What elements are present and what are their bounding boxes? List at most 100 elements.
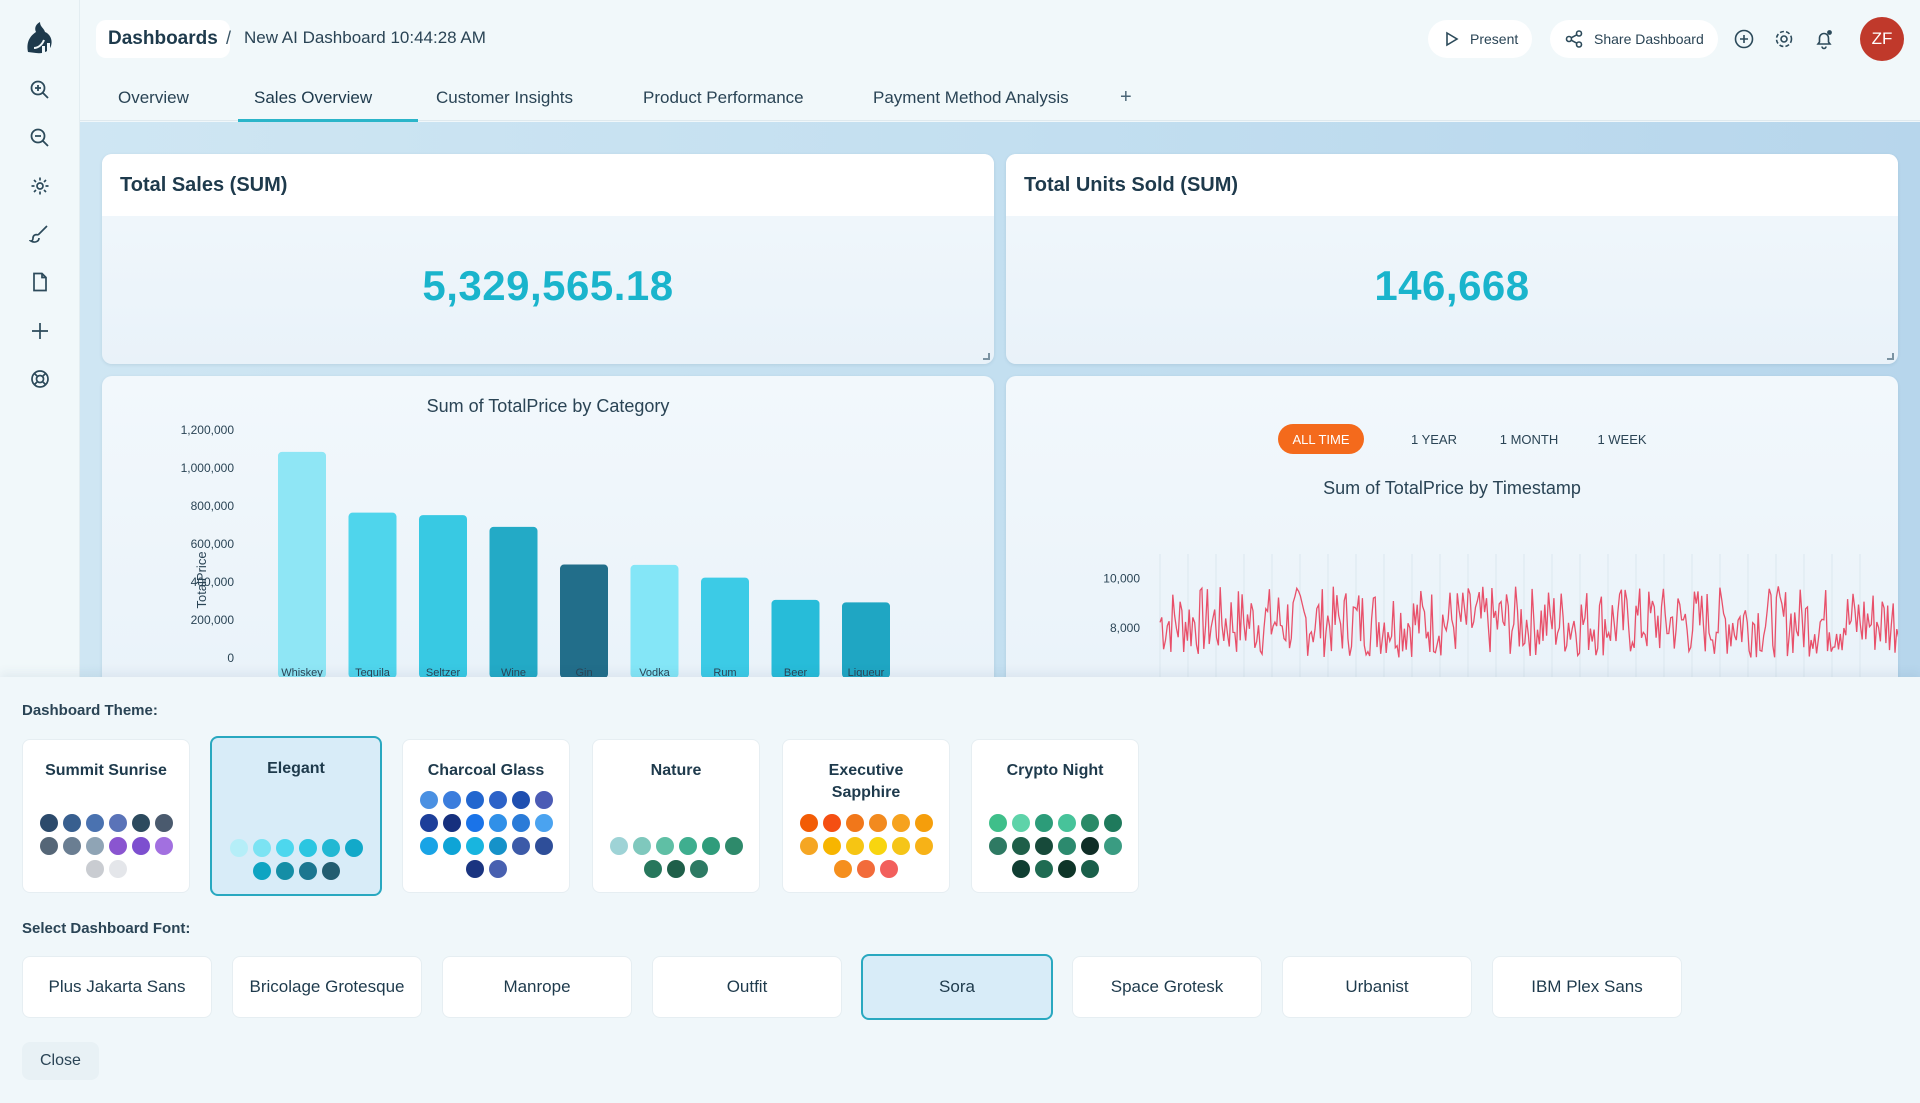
bar-liqueur[interactable] <box>842 602 890 677</box>
globe-icon[interactable] <box>26 365 54 393</box>
color-swatch <box>534 814 553 832</box>
color-swatch <box>108 837 127 855</box>
y-axis-label: TotalPrice <box>194 551 209 608</box>
theme-swatches <box>415 791 557 878</box>
bar-seltzer[interactable] <box>419 515 467 677</box>
category-chart-card[interactable]: Sum of TotalPrice by Category 0 200,000 40… <box>102 376 994 677</box>
resize-handle[interactable] <box>1887 353 1894 360</box>
play-icon <box>1446 31 1459 47</box>
color-swatch <box>799 837 818 855</box>
color-swatch <box>1011 814 1030 832</box>
tab-product-performance[interactable]: Product Performance <box>643 88 804 107</box>
settings-icon[interactable] <box>1770 25 1798 53</box>
color-swatch <box>857 860 875 878</box>
theme-name: Executive Sapphire <box>828 762 904 801</box>
color-swatch <box>321 839 340 857</box>
font-option[interactable]: Urbanist <box>1282 956 1472 1018</box>
resize-handle[interactable] <box>983 353 990 360</box>
color-swatch <box>845 837 864 855</box>
tab-sales-overview[interactable]: Sales Overview <box>237 88 419 122</box>
app-logo-icon[interactable] <box>20 18 60 60</box>
font-option[interactable]: Plus Jakarta Sans <box>22 956 212 1018</box>
theme-card[interactable]: Summit Sunrise <box>22 739 190 893</box>
theme-swatches <box>984 814 1126 878</box>
bar-wine[interactable] <box>489 526 538 677</box>
chart-title: Sum of TotalPrice by Timestamp <box>1323 478 1581 498</box>
plus-icon[interactable] <box>26 317 54 345</box>
theme-card[interactable]: Nature <box>592 739 760 893</box>
color-swatch <box>1034 814 1053 832</box>
color-swatch <box>534 837 553 855</box>
breadcrumb-dashboards[interactable]: Dashboards <box>96 20 230 58</box>
add-tab-button[interactable]: + <box>1120 86 1132 108</box>
tab-customer-insights[interactable]: Customer Insights <box>436 88 573 107</box>
color-swatch <box>511 814 530 832</box>
color-swatch <box>442 814 461 832</box>
color-swatch <box>252 862 271 880</box>
file-icon[interactable] <box>26 268 54 296</box>
theme-card[interactable]: Crypto Night <box>971 739 1139 893</box>
bell-icon[interactable] <box>1810 25 1838 53</box>
y-tick-label: 800,000 <box>191 499 235 513</box>
range-pill[interactable]: 1 WEEK <box>1597 431 1647 447</box>
color-swatch <box>442 791 461 809</box>
bar-tequila[interactable] <box>348 512 397 677</box>
color-swatch <box>914 814 933 832</box>
color-swatch <box>465 837 484 855</box>
theme-card[interactable]: Executive Sapphire <box>782 739 950 893</box>
bar-vodka[interactable] <box>630 564 679 677</box>
font-option[interactable]: Sora <box>861 954 1053 1020</box>
color-swatch <box>1080 860 1099 878</box>
bar-rum[interactable] <box>701 577 749 677</box>
color-swatch <box>131 837 150 855</box>
total-units-title: Total Units Sold (SUM) <box>1006 154 1898 216</box>
color-swatch <box>62 814 81 832</box>
y-tick-label: 600,000 <box>191 537 235 551</box>
bar-gin[interactable] <box>560 564 608 677</box>
x-tick-label: Gin <box>575 667 592 677</box>
range-pill[interactable]: 1 MONTH <box>1499 431 1559 447</box>
color-swatch <box>1034 860 1053 878</box>
total-units-card[interactable]: Total Units Sold (SUM) 146,668 <box>1006 154 1898 364</box>
tab-overview[interactable]: Overview <box>118 88 189 107</box>
font-option[interactable]: Space Grotesk <box>1072 956 1262 1018</box>
tab-payment-method-analysis[interactable]: Payment Method Analysis <box>873 88 1069 107</box>
zoom-in-icon[interactable] <box>26 76 54 104</box>
brush-icon[interactable] <box>26 220 54 248</box>
font-option[interactable]: Bricolage Grotesque <box>232 956 422 1018</box>
theme-name: Elegant <box>267 760 325 777</box>
bar-whiskey[interactable] <box>278 451 326 677</box>
color-swatch <box>85 814 104 832</box>
add-circle-icon[interactable] <box>1730 25 1758 53</box>
theme-card[interactable]: Charcoal Glass <box>402 739 570 893</box>
zoom-out-icon[interactable] <box>26 124 54 152</box>
color-swatch <box>799 814 818 832</box>
font-option[interactable]: Manrope <box>442 956 632 1018</box>
color-swatch <box>108 814 127 832</box>
close-button[interactable]: Close <box>22 1042 99 1080</box>
color-swatch <box>988 837 1007 855</box>
color-swatch <box>891 814 910 832</box>
total-sales-card[interactable]: Total Sales (SUM) 5,329,565.18 <box>102 154 994 364</box>
theme-swatches <box>35 814 177 878</box>
gear-icon[interactable] <box>26 172 54 200</box>
font-option[interactable]: Outfit <box>652 956 842 1018</box>
color-swatch <box>442 837 461 855</box>
color-swatch <box>298 862 317 880</box>
breadcrumb-separator: / <box>226 28 232 48</box>
color-swatch <box>609 837 628 855</box>
timestamp-chart-card[interactable]: ALL TIME 1 YEAR 1 MONTH 1 WEEK Sum of Total… <box>1006 376 1898 677</box>
color-swatch <box>891 837 910 855</box>
theme-swatches <box>224 839 368 880</box>
range-pill[interactable]: ALL TIME <box>1278 424 1364 454</box>
user-avatar[interactable]: ZF <box>1860 17 1904 61</box>
range-pill[interactable]: 1 YEAR <box>1410 431 1457 447</box>
present-label: Present <box>1470 31 1519 47</box>
share-icon <box>1565 30 1583 48</box>
theme-card[interactable]: Elegant <box>210 736 382 896</box>
share-dashboard-button[interactable]: Share Dashboard <box>1550 20 1718 58</box>
color-swatch <box>534 791 553 809</box>
font-option[interactable]: IBM Plex Sans <box>1492 956 1682 1018</box>
present-button[interactable]: Present <box>1428 20 1533 58</box>
bar-beer[interactable] <box>771 599 820 677</box>
